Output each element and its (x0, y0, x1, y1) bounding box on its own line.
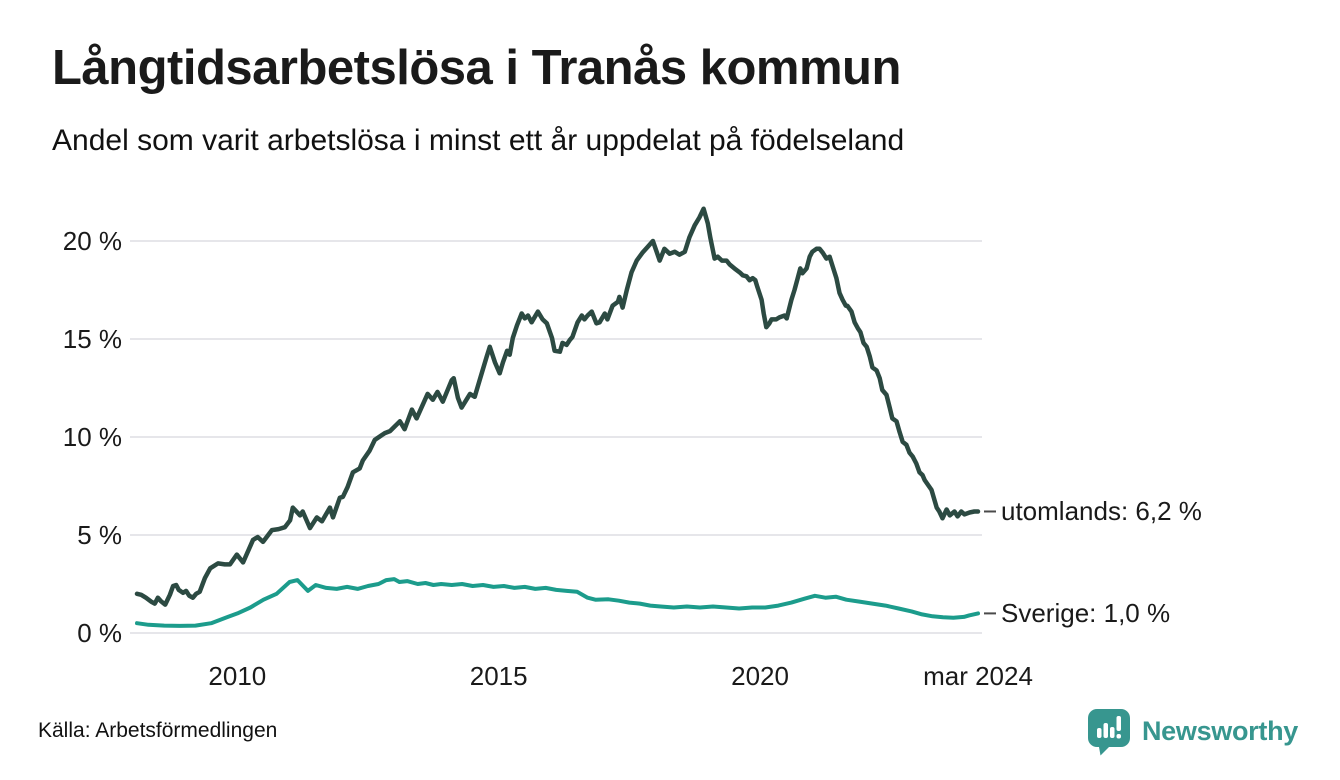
chart-subtitle: Andel som varit arbetslösa i minst ett å… (52, 124, 905, 157)
x-axis-tick-label-2020: 2020 (731, 661, 789, 691)
series-end-label-sverige: Sverige: 1,0 % (1001, 598, 1171, 629)
x-axis-tick-label-mar-2024: mar 2024 (923, 661, 1033, 691)
y-axis-tick-label-10: 10 % (62, 422, 122, 452)
series-line-utomlands (134, 206, 981, 607)
y-axis-tick-label-0: 0 % (77, 618, 122, 648)
y-axis-tick-label-5: 5 % (77, 520, 122, 550)
y-axis-tick-label-15: 15 % (62, 324, 122, 354)
series-line-sverige (135, 577, 980, 628)
newsworthy-bubble-chart-icon (1087, 709, 1130, 756)
source-note: Källa: Arbetsförmedlingen (38, 719, 278, 742)
x-axis-tick-label-2010: 2010 (208, 661, 267, 691)
series-end-label-utomlands: utomlands: 6,2 % (1001, 496, 1202, 527)
x-axis-tick-label-2015: 2015 (469, 661, 528, 691)
chart-title: Långtidsarbetslösa i Tranås kommun (52, 41, 901, 95)
newsworthy-wordmark: Newsworthy (1141, 715, 1298, 746)
newsworthy-logo: Newsworthy (1086, 706, 1298, 756)
y-axis-tick-label-20: 20 % (62, 226, 122, 256)
